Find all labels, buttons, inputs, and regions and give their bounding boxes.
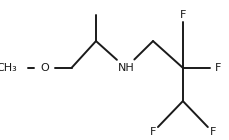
Text: F: F	[179, 10, 185, 20]
Text: F: F	[209, 127, 215, 137]
Text: O: O	[40, 63, 49, 73]
Text: NH: NH	[117, 63, 134, 73]
Text: CH₃: CH₃	[0, 63, 17, 73]
Text: F: F	[149, 127, 155, 137]
Text: F: F	[214, 63, 221, 73]
